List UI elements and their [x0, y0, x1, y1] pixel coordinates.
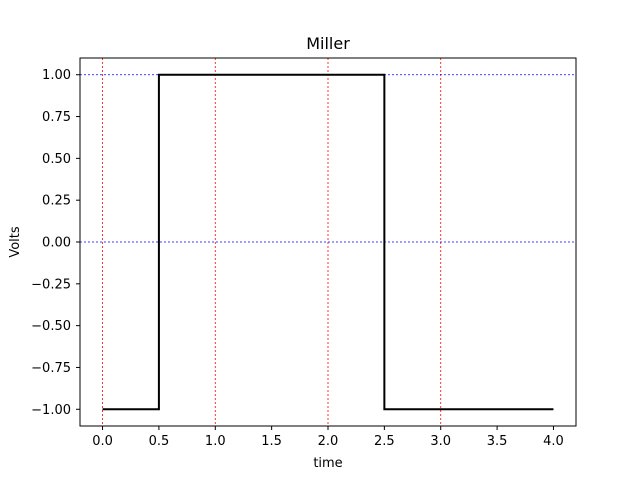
x-tick-label: 4.0 [543, 434, 564, 449]
signal-line [102, 73, 554, 411]
y-tick-label: −1.00 [31, 403, 71, 418]
x-axis: 0.0 0.5 1.0 1.5 2.0 2.5 3.0 3.5 4.0 [92, 426, 564, 449]
x-tick-label: 3.0 [430, 434, 451, 449]
chart-title: Miller [306, 34, 350, 53]
x-tick-label: 2.5 [374, 434, 395, 449]
y-tick-label: −0.50 [31, 319, 71, 334]
x-tick-label: 2.0 [318, 434, 339, 449]
y-tick-label: −0.25 [31, 277, 71, 292]
x-axis-label: time [313, 456, 342, 471]
y-tick-label: 0.50 [42, 152, 71, 167]
y-axis: −1.00 −0.75 −0.50 −0.25 0.00 0.25 0.50 0.75 1.00 [31, 68, 80, 418]
y-axis-label: Volts [8, 226, 23, 258]
y-tick-label: 0.00 [42, 236, 71, 251]
x-tick-label: 0.5 [149, 434, 170, 449]
x-tick-label: 1.5 [261, 434, 282, 449]
x-tick-label: 1.0 [205, 434, 226, 449]
y-tick-label: 1.00 [42, 68, 71, 83]
x-tick-label: 3.5 [487, 434, 508, 449]
y-tick-label: −0.75 [31, 361, 71, 376]
grid-layer [80, 58, 576, 426]
y-tick-label: 0.75 [42, 110, 71, 125]
series-layer [102, 73, 554, 411]
x-tick-label: 0.0 [92, 434, 113, 449]
y-tick-label: 0.25 [42, 194, 71, 209]
